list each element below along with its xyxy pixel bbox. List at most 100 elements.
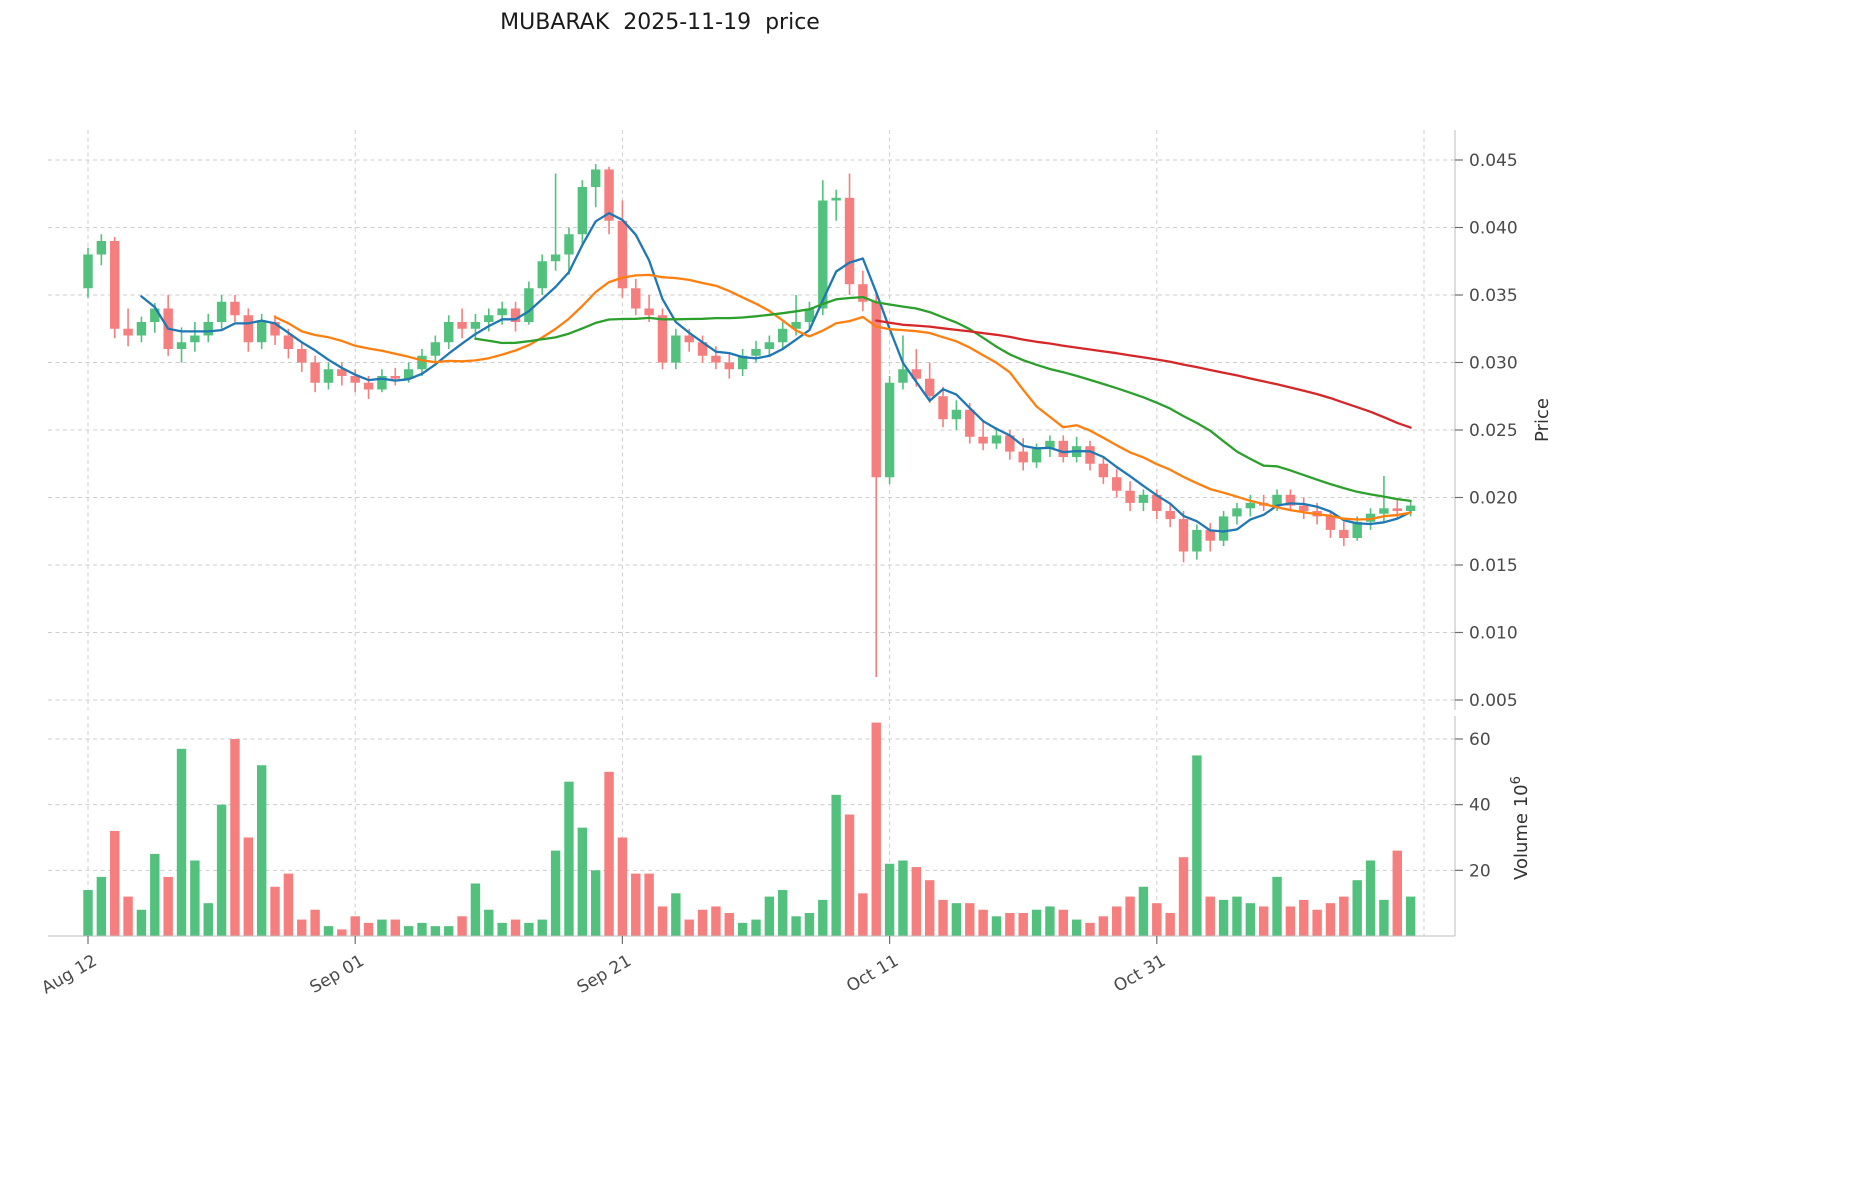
candle-down — [1125, 490, 1135, 503]
volume-bar — [671, 893, 681, 936]
candle-down — [697, 342, 708, 356]
volume-bar — [550, 850, 561, 936]
volume-bar — [1138, 886, 1149, 936]
candle-down — [1299, 505, 1309, 511]
price-axis-label: Price — [1532, 398, 1553, 442]
volume-bar — [83, 890, 93, 936]
ma-line-60 — [875, 319, 1412, 429]
candle-down — [724, 362, 734, 370]
candle-up — [791, 322, 801, 329]
candle-down — [1285, 494, 1296, 506]
candle-up — [190, 335, 200, 343]
candle-up — [150, 308, 160, 322]
volume-bar — [163, 876, 173, 936]
volume-bar — [243, 837, 254, 936]
candle-up — [1245, 502, 1256, 509]
volume-bar — [230, 738, 240, 936]
candle-down — [978, 436, 988, 444]
volume-bar — [711, 906, 721, 936]
volume-bar — [1285, 906, 1296, 936]
volume-bar — [297, 919, 307, 936]
volume-bar — [1258, 906, 1269, 936]
volume-bar — [804, 913, 815, 936]
price-tick-label: 0.010 — [1469, 624, 1518, 644]
x-tick-label: Oct 11 — [843, 951, 902, 997]
candle-up — [497, 308, 507, 316]
volume-bar — [764, 896, 775, 936]
candle-down — [1112, 477, 1122, 491]
candle-up — [671, 335, 681, 363]
ma-line-30 — [474, 295, 1412, 503]
candle-down — [230, 301, 240, 316]
ma-line-5 — [140, 212, 1412, 533]
x-tick-label: Aug 12 — [38, 951, 100, 998]
candle-down — [1085, 446, 1095, 464]
volume-bar — [484, 909, 494, 936]
volume-bar — [337, 929, 347, 936]
candle-down — [858, 284, 868, 302]
gridlines — [48, 130, 1455, 936]
axis-spines — [48, 130, 1456, 937]
candle-up — [484, 315, 494, 322]
volume-axis-label-base: Volume 10 — [1511, 784, 1532, 880]
candle-up — [1365, 513, 1376, 522]
volume-bar — [457, 916, 467, 936]
candle-up — [951, 409, 962, 420]
candle-up — [550, 254, 561, 262]
candle-up — [737, 355, 748, 370]
candle-up — [1218, 516, 1229, 541]
volume-bar — [871, 722, 881, 936]
candle-up — [417, 355, 427, 370]
candle-down — [390, 376, 400, 379]
volume-bar — [991, 916, 1002, 936]
candle-up — [537, 261, 547, 289]
volume-bar — [283, 873, 294, 936]
price-tick-label: 0.015 — [1469, 556, 1518, 576]
volume-bar — [978, 909, 988, 936]
candle-down — [1005, 435, 1015, 452]
volume-bar — [697, 909, 708, 936]
volume-bar — [791, 916, 801, 936]
candle-up — [136, 322, 147, 336]
candle-up — [804, 308, 815, 322]
candle-up — [1138, 494, 1149, 503]
candle-up — [216, 301, 227, 322]
volume-bar — [657, 906, 668, 936]
volume-bar — [1005, 913, 1015, 936]
candle-up — [377, 376, 387, 390]
volume-bar — [1365, 860, 1376, 936]
price-tick-label: 0.040 — [1469, 219, 1518, 239]
candle-down — [604, 169, 614, 221]
candle-up — [778, 328, 788, 343]
volume-bar — [1352, 880, 1362, 936]
volume-bar — [1205, 896, 1215, 936]
volume-bar — [951, 903, 962, 936]
volume-bar — [417, 922, 427, 936]
candle-down — [270, 322, 280, 336]
candle-down — [871, 301, 881, 478]
candle-down — [363, 382, 374, 390]
volume-bar — [96, 876, 107, 936]
candle-up — [444, 322, 454, 343]
volume-bar — [136, 909, 147, 936]
volume-bar — [965, 903, 975, 936]
volume-bar — [176, 748, 187, 936]
candle-down — [1205, 529, 1215, 541]
volume-bar — [617, 837, 628, 936]
candle-down — [510, 308, 521, 322]
candle-down — [1098, 463, 1109, 478]
candle-down — [1018, 451, 1028, 463]
volume-bar — [256, 765, 267, 936]
volume-bar — [924, 880, 935, 936]
candle-up — [590, 169, 601, 187]
volume-bar — [510, 919, 521, 936]
candle-down — [1392, 508, 1402, 511]
candle-up — [764, 342, 775, 349]
volume-bar — [1299, 899, 1309, 936]
candle-down — [1178, 519, 1189, 552]
volume-bar — [150, 853, 160, 936]
candle-up — [818, 200, 828, 309]
candle-up — [1272, 494, 1282, 506]
volume-bar — [898, 860, 908, 936]
